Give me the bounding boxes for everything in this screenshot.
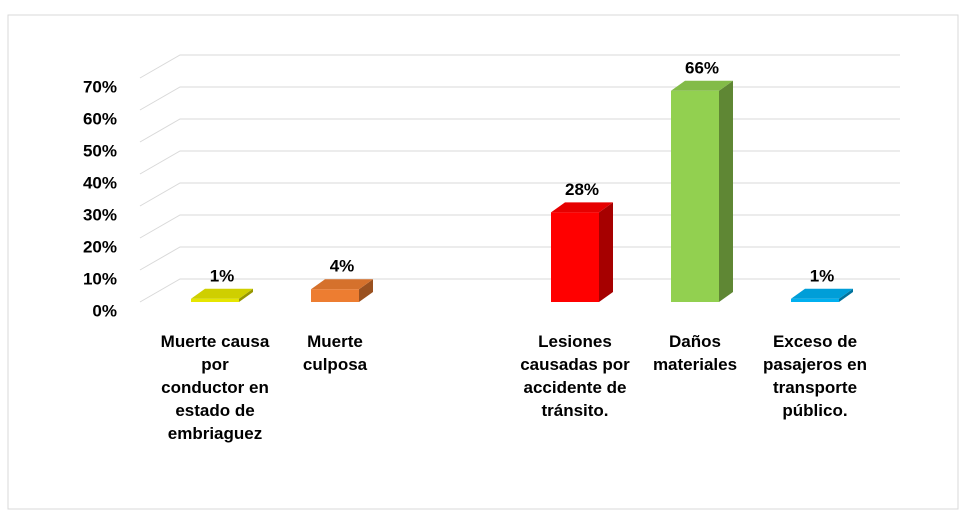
y-tick-label: 20% — [83, 237, 117, 256]
value-label: 1% — [810, 266, 835, 285]
value-label: 1% — [210, 266, 235, 285]
y-tick-label: 40% — [83, 173, 117, 192]
y-tick-label: 60% — [83, 109, 117, 128]
frame — [7, 14, 959, 510]
grid-line — [139, 150, 900, 175]
bar-top — [311, 279, 373, 290]
bar-top — [671, 80, 733, 91]
x-tick-label: Exceso de pasajeros en transporte públic… — [763, 332, 867, 420]
y-tick-label: 0% — [92, 301, 117, 320]
grid-line — [139, 86, 900, 111]
bar-side — [839, 288, 853, 302]
value-label: 28% — [565, 180, 599, 199]
bar — [551, 202, 613, 302]
bar-side — [599, 202, 613, 302]
grid-line — [139, 182, 900, 207]
y-tick-label: 50% — [83, 141, 117, 160]
bar-side — [359, 279, 373, 302]
bar-top — [551, 202, 613, 213]
grid-line — [139, 54, 900, 79]
bar-front — [791, 298, 839, 302]
bar-front — [551, 212, 599, 302]
bar-front — [671, 90, 719, 302]
bar-top — [791, 288, 853, 299]
y-tick-label: 70% — [83, 77, 117, 96]
bar-front — [191, 298, 239, 302]
x-tick-label: Daños materiales — [652, 332, 738, 374]
grid-line — [139, 278, 900, 303]
bar-top — [191, 288, 253, 299]
x-tick-label: Lesiones causadas por accidente de tráns… — [520, 332, 630, 420]
bar-side — [239, 288, 253, 302]
x-tick-label: Muerte causa por conductor en estado de … — [160, 332, 270, 443]
y-tick-label: 10% — [83, 269, 117, 288]
bar — [311, 279, 373, 302]
bar-side — [719, 80, 733, 302]
bar-front — [311, 289, 359, 302]
value-label: 66% — [685, 58, 719, 77]
y-tick-label: 30% — [83, 205, 117, 224]
grid-line — [139, 214, 900, 239]
x-tick-label: Muerte culposa — [302, 332, 368, 374]
bar — [791, 288, 853, 302]
bar — [191, 288, 253, 302]
bar — [671, 80, 733, 302]
grid-line — [139, 118, 900, 143]
value-label: 4% — [330, 257, 355, 276]
grid-line — [139, 246, 900, 271]
